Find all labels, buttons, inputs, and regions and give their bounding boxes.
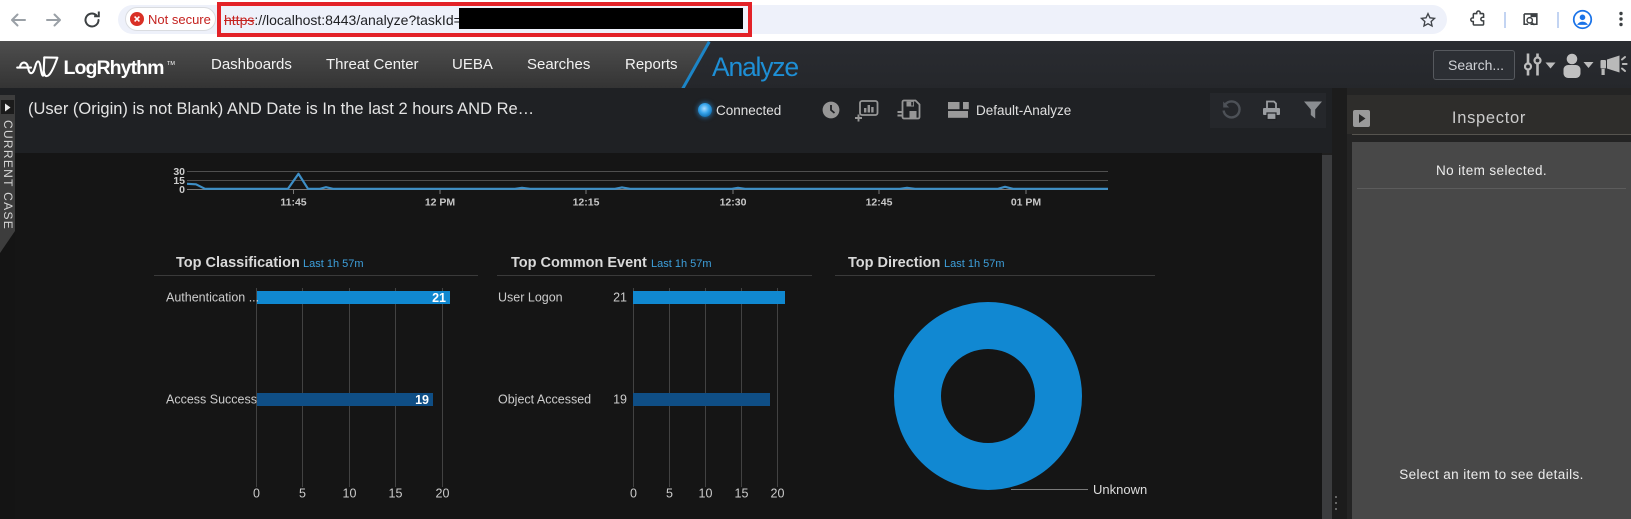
svg-text:19: 19 bbox=[613, 393, 627, 407]
svg-text:21: 21 bbox=[432, 291, 446, 305]
svg-text:10: 10 bbox=[343, 487, 357, 501]
svg-text:TM: TM bbox=[167, 61, 175, 67]
svg-text:12:30: 12:30 bbox=[720, 196, 747, 208]
svg-text:12 PM: 12 PM bbox=[425, 196, 456, 208]
svg-text:30: 30 bbox=[173, 166, 185, 178]
svg-text:5: 5 bbox=[666, 487, 673, 501]
svg-text:Object Accessed: Object Accessed bbox=[498, 393, 591, 407]
svg-text:11:45: 11:45 bbox=[280, 196, 306, 208]
svg-text:0: 0 bbox=[630, 487, 637, 501]
svg-text:12:45: 12:45 bbox=[866, 196, 893, 208]
svg-text:Unknown: Unknown bbox=[1093, 482, 1147, 497]
svg-text:15: 15 bbox=[389, 487, 403, 501]
svg-text:Authentication ...: Authentication ... bbox=[166, 291, 259, 305]
svg-text:10: 10 bbox=[699, 487, 713, 501]
svg-text:19: 19 bbox=[415, 393, 429, 407]
svg-text:User Logon: User Logon bbox=[498, 291, 563, 305]
svg-text:Access Success: Access Success bbox=[166, 393, 257, 407]
svg-text:12:15: 12:15 bbox=[573, 196, 600, 208]
svg-text:21: 21 bbox=[613, 291, 627, 305]
svg-text:5: 5 bbox=[299, 487, 306, 501]
svg-text:LogRhythm: LogRhythm bbox=[64, 57, 165, 79]
svg-text:01 PM: 01 PM bbox=[1011, 196, 1042, 208]
svg-text:20: 20 bbox=[771, 487, 785, 501]
svg-text:0: 0 bbox=[253, 487, 260, 501]
svg-text:15: 15 bbox=[173, 175, 185, 187]
svg-text:20: 20 bbox=[436, 487, 450, 501]
svg-text:0: 0 bbox=[179, 184, 185, 196]
svg-text:15: 15 bbox=[735, 487, 749, 501]
